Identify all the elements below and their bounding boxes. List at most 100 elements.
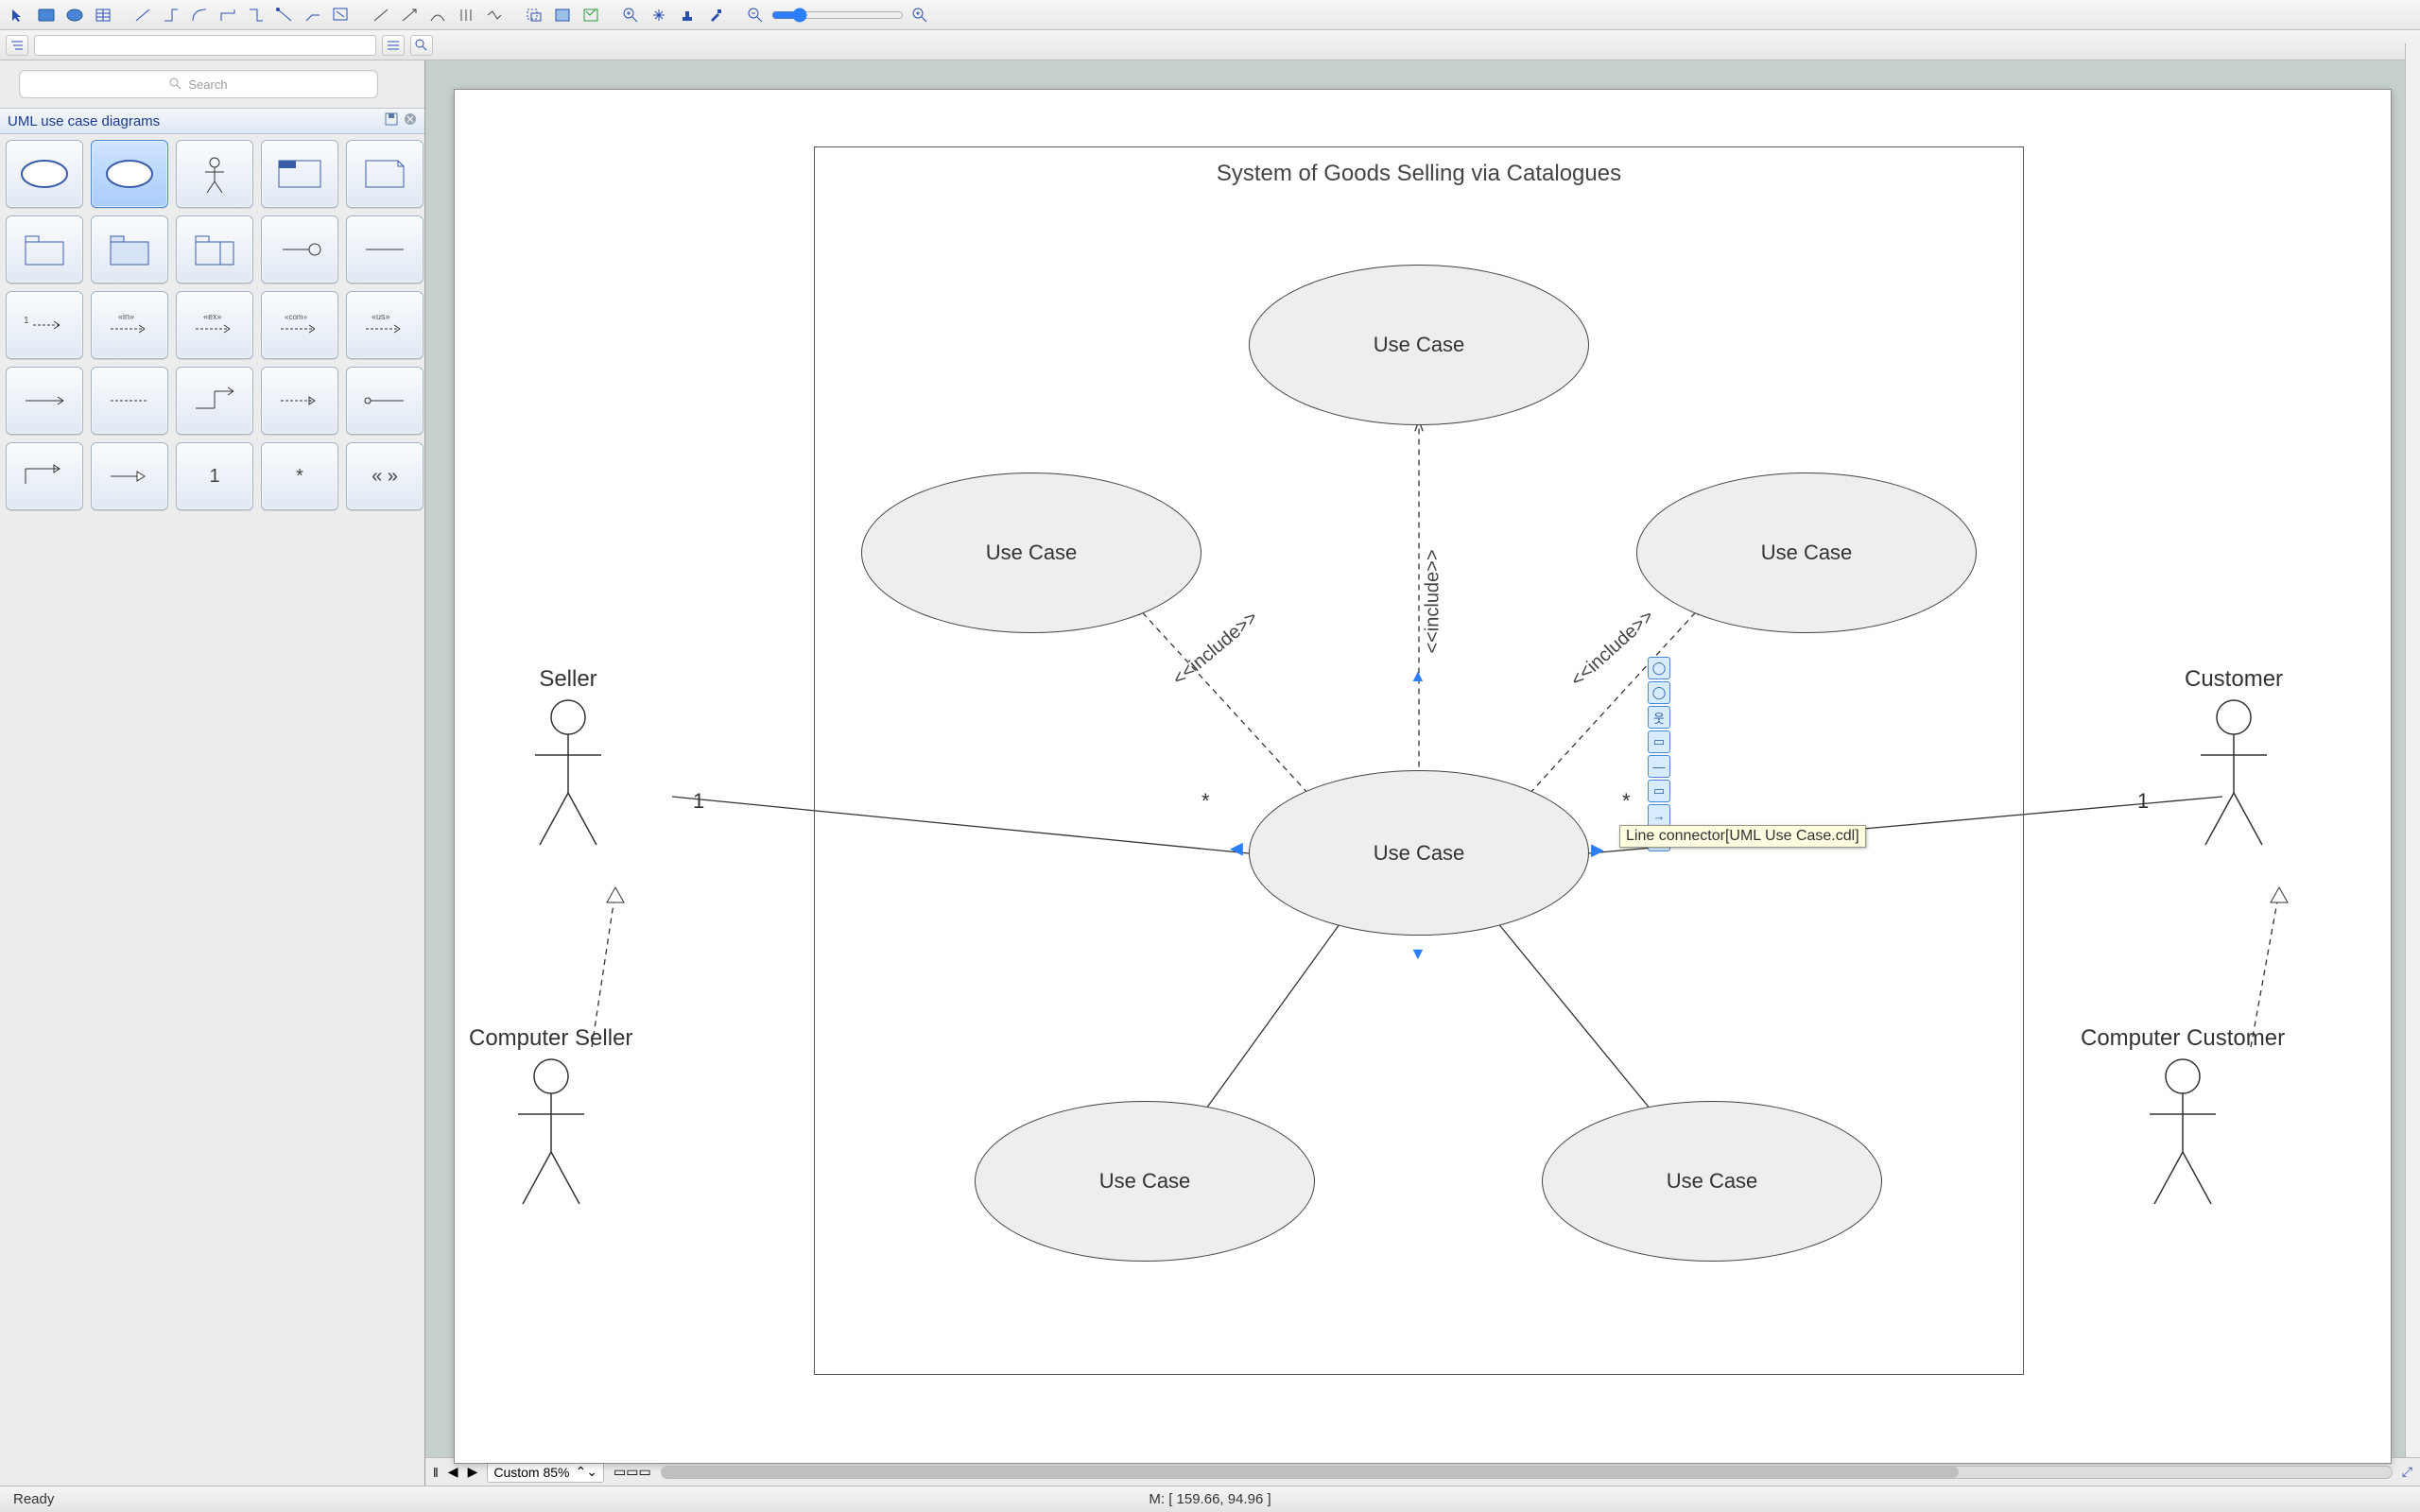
assoc-shape[interactable] bbox=[6, 367, 83, 435]
arrow1-shape[interactable]: 1 bbox=[6, 291, 83, 359]
selection-handle-1[interactable]: ▶ bbox=[1591, 840, 1604, 860]
outline-toggle[interactable] bbox=[6, 35, 28, 56]
pager-pause-icon[interactable]: ‖ bbox=[433, 1465, 439, 1480]
search-toggle[interactable] bbox=[410, 35, 433, 56]
line-tool-3[interactable] bbox=[425, 4, 450, 26]
conn-tool-8[interactable] bbox=[329, 4, 354, 26]
conn-tool-3[interactable] bbox=[187, 4, 212, 26]
smart-icon-2[interactable]: 웃 bbox=[1648, 706, 1670, 729]
dashed-shape[interactable] bbox=[91, 367, 168, 435]
package-shape[interactable] bbox=[6, 215, 83, 284]
actor-comp_customer[interactable]: Computer Customer bbox=[2081, 1025, 2285, 1209]
depend2-shape[interactable] bbox=[261, 367, 338, 435]
include-shape[interactable]: «in» bbox=[91, 291, 168, 359]
usecase-uc_left[interactable]: Use Case bbox=[861, 472, 1201, 633]
usecase-uc_center[interactable]: Use Case bbox=[1249, 770, 1589, 936]
multiplicity-2: * bbox=[1622, 789, 1631, 814]
stamp-tool[interactable] bbox=[675, 4, 700, 26]
zoom-in-tool[interactable] bbox=[618, 4, 643, 26]
star-shape[interactable]: * bbox=[261, 442, 338, 510]
actor-customer[interactable]: Customer bbox=[2185, 666, 2283, 850]
depend-shape[interactable] bbox=[176, 367, 253, 435]
usecase-uc_right[interactable]: Use Case bbox=[1636, 472, 1977, 633]
status-bar: Ready M: [ 159.66, 94.96 ] bbox=[0, 1486, 2420, 1512]
conn-tool-6[interactable] bbox=[272, 4, 297, 26]
palette-panel-header[interactable]: UML use case diagrams bbox=[0, 108, 424, 134]
usecase-uc_br[interactable]: Use Case bbox=[1542, 1101, 1882, 1262]
usecase-uc_top[interactable]: Use Case bbox=[1249, 265, 1589, 425]
usecase-shape[interactable] bbox=[6, 140, 83, 208]
usecase-uc_bl[interactable]: Use Case bbox=[975, 1101, 1315, 1262]
one-shape[interactable]: 1 bbox=[176, 442, 253, 510]
line-tool-1[interactable] bbox=[369, 4, 393, 26]
zoom-out-button[interactable] bbox=[743, 4, 768, 26]
zoom-slider[interactable] bbox=[771, 8, 904, 23]
actor-shape[interactable] bbox=[176, 140, 253, 208]
rect-tool[interactable] bbox=[34, 4, 59, 26]
list-toggle[interactable] bbox=[382, 35, 405, 56]
smart-icon-3[interactable]: ▭ bbox=[1648, 730, 1670, 753]
actor-comp_seller[interactable]: Computer Seller bbox=[469, 1025, 632, 1209]
pan-tool[interactable] bbox=[647, 4, 671, 26]
pager-next-icon[interactable]: ▶ bbox=[468, 1464, 478, 1480]
pointer-tool[interactable] bbox=[6, 4, 30, 26]
eyedrop-tool[interactable] bbox=[703, 4, 728, 26]
table-tool[interactable] bbox=[91, 4, 115, 26]
conn-tool-5[interactable] bbox=[244, 4, 268, 26]
inout-shape[interactable]: « » bbox=[346, 442, 424, 510]
breadcrumb-field[interactable] bbox=[34, 35, 376, 56]
horizontal-scrollbar[interactable] bbox=[661, 1466, 2393, 1479]
scroll-end-icon[interactable]: ⤢ bbox=[2402, 1464, 2412, 1480]
conn-tool-1[interactable] bbox=[130, 4, 155, 26]
package3-shape[interactable] bbox=[176, 215, 253, 284]
note-shape[interactable] bbox=[346, 140, 424, 208]
package2-shape[interactable] bbox=[91, 215, 168, 284]
smart-shape-menu[interactable]: ◯◯웃▭—▭→↳ bbox=[1648, 657, 1670, 851]
smart-icon-5[interactable]: ▭ bbox=[1648, 780, 1670, 802]
extend-shape[interactable]: «ex» bbox=[176, 291, 253, 359]
ellipse-tool[interactable] bbox=[62, 4, 87, 26]
zoom-stepper-icon[interactable]: ⌃⌄ bbox=[576, 1464, 597, 1480]
status-coords: M: [ 159.66, 94.96 ] bbox=[1149, 1491, 1270, 1507]
panel-save-icon[interactable] bbox=[385, 112, 398, 129]
line-tool-5[interactable] bbox=[482, 4, 507, 26]
main-toolbar bbox=[0, 0, 2420, 30]
tooltip: Line connector[UML Use Case.cdl] bbox=[1619, 825, 1866, 848]
search-input[interactable]: Search bbox=[19, 70, 378, 98]
smart-icon-6[interactable]: → bbox=[1648, 804, 1670, 827]
selection-handle-0[interactable]: ▶ bbox=[1230, 840, 1243, 860]
frame-shape[interactable] bbox=[261, 140, 338, 208]
selection-handle-2[interactable]: ▼ bbox=[1409, 944, 1426, 964]
group-tool-2[interactable] bbox=[550, 4, 575, 26]
smart-icon-4[interactable]: — bbox=[1648, 755, 1670, 778]
line-tool-4[interactable] bbox=[454, 4, 478, 26]
actor-seller[interactable]: Seller bbox=[521, 666, 615, 850]
com-shape[interactable]: «com» bbox=[261, 291, 338, 359]
conn-tool-2[interactable] bbox=[159, 4, 183, 26]
selection-handle-3[interactable]: ▲ bbox=[1409, 666, 1426, 686]
palette-title: UML use case diagrams bbox=[8, 113, 160, 129]
smart-icon-1[interactable]: ◯ bbox=[1648, 681, 1670, 704]
smart-icon-0[interactable]: ◯ bbox=[1648, 657, 1670, 679]
zoom-in-button[interactable] bbox=[908, 4, 932, 26]
multiplicity-0: 1 bbox=[693, 789, 704, 814]
usecase-shape-selected[interactable] bbox=[91, 140, 168, 208]
conn-tool-7[interactable] bbox=[301, 4, 325, 26]
line-shape[interactable] bbox=[346, 215, 424, 284]
gen-shape[interactable] bbox=[6, 442, 83, 510]
svg-text:«com»: «com» bbox=[285, 313, 308, 321]
gen2-shape[interactable] bbox=[91, 442, 168, 510]
use-shape[interactable]: «us» bbox=[346, 291, 424, 359]
group-tool-3[interactable] bbox=[579, 4, 603, 26]
zoom-combo[interactable]: Custom 85% ⌃⌄ bbox=[487, 1462, 604, 1483]
drawing-page[interactable]: System of Goods Selling via CataloguesUs… bbox=[454, 89, 2392, 1464]
pages-thumb-icon[interactable]: ▭▭▭ bbox=[614, 1464, 651, 1480]
realize-shape[interactable] bbox=[346, 367, 424, 435]
search-icon bbox=[169, 77, 182, 91]
panel-close-icon[interactable] bbox=[404, 112, 417, 129]
line-tool-2[interactable] bbox=[397, 4, 422, 26]
interface-shape[interactable] bbox=[261, 215, 338, 284]
pager-prev-icon[interactable]: ◀ bbox=[448, 1464, 458, 1480]
group-tool-1[interactable] bbox=[522, 4, 546, 26]
conn-tool-4[interactable] bbox=[216, 4, 240, 26]
